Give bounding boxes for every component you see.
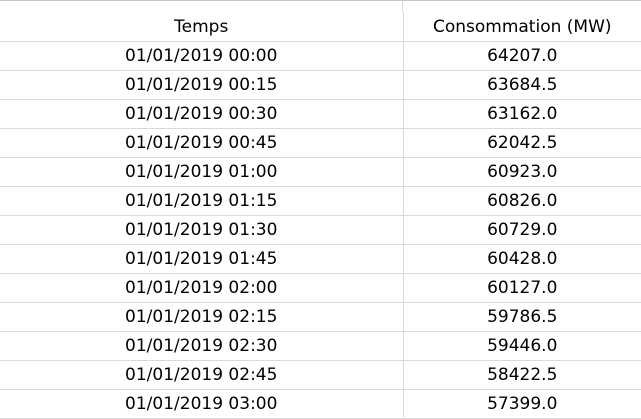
time-cell[interactable]: 01/01/2019 03:00	[0, 389, 404, 419]
time-cell[interactable]: 01/01/2019 01:45	[0, 244, 404, 274]
consumption-cell[interactable]: 58422.5	[403, 360, 641, 390]
table-row: 01/01/2019 01:45 60428.0	[0, 244, 641, 274]
time-cell[interactable]: 01/01/2019 00:45	[0, 128, 404, 158]
column-divider	[402, 0, 403, 13]
table-row: 01/01/2019 01:15 60826.0	[0, 186, 641, 216]
time-cell[interactable]: 01/01/2019 01:15	[0, 186, 404, 216]
table-row: 01/01/2019 02:30 59446.0	[0, 331, 641, 361]
time-cell[interactable]: 01/01/2019 01:00	[0, 157, 404, 187]
consumption-cell[interactable]: 63684.5	[403, 70, 641, 100]
time-cell[interactable]: 01/01/2019 00:00	[0, 41, 404, 71]
time-cell[interactable]: 01/01/2019 00:15	[0, 70, 404, 100]
time-cell[interactable]: 01/01/2019 02:15	[0, 302, 404, 332]
table-row: 01/01/2019 01:30 60729.0	[0, 215, 641, 245]
consumption-cell[interactable]: 57399.0	[403, 389, 641, 419]
time-cell[interactable]: 01/01/2019 02:45	[0, 360, 404, 390]
consumption-cell[interactable]: 60729.0	[403, 215, 641, 245]
table-row: 01/01/2019 02:00 60127.0	[0, 273, 641, 303]
header-row: Temps Consommation (MW)	[0, 13, 641, 42]
header-cell-temps[interactable]: Temps	[0, 13, 404, 42]
consumption-cell[interactable]: 59446.0	[403, 331, 641, 361]
table-row: 01/01/2019 03:00 57399.0	[0, 389, 641, 419]
table-row: 01/01/2019 02:15 59786.5	[0, 302, 641, 332]
consumption-cell[interactable]: 60127.0	[403, 273, 641, 303]
table-row: 01/01/2019 01:00 60923.0	[0, 157, 641, 187]
consumption-cell[interactable]: 59786.5	[403, 302, 641, 332]
consumption-cell[interactable]: 60826.0	[403, 186, 641, 216]
table-row: 01/01/2019 00:45 62042.5	[0, 128, 641, 158]
consumption-cell[interactable]: 60428.0	[403, 244, 641, 274]
table-row: 01/01/2019 02:45 58422.5	[0, 360, 641, 390]
time-cell[interactable]: 01/01/2019 00:30	[0, 99, 404, 129]
time-cell[interactable]: 01/01/2019 02:30	[0, 331, 404, 361]
table-row: 01/01/2019 00:30 63162.0	[0, 99, 641, 129]
consumption-cell[interactable]: 63162.0	[403, 99, 641, 129]
consumption-cell[interactable]: 64207.0	[403, 41, 641, 71]
time-cell[interactable]: 01/01/2019 01:30	[0, 215, 404, 245]
consumption-cell[interactable]: 60923.0	[403, 157, 641, 187]
table-row: 01/01/2019 00:00 64207.0	[0, 41, 641, 71]
sheet-top-border	[0, 0, 641, 1]
header-cell-consommation[interactable]: Consommation (MW)	[403, 13, 641, 42]
time-cell[interactable]: 01/01/2019 02:00	[0, 273, 404, 303]
spreadsheet-table: Temps Consommation (MW) 01/01/2019 00:00…	[0, 13, 641, 419]
table-row: 01/01/2019 00:15 63684.5	[0, 70, 641, 100]
consumption-cell[interactable]: 62042.5	[403, 128, 641, 158]
